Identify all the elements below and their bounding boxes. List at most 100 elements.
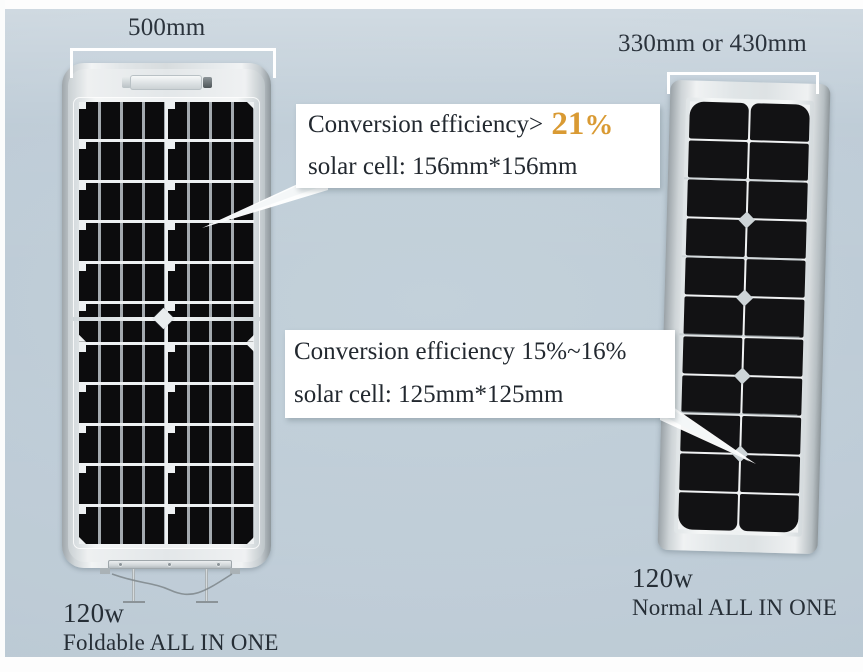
- foldable-panel-cell: [168, 344, 254, 383]
- foldable-panel-cell-column: [168, 102, 254, 544]
- foldable-panel-cell: [168, 102, 254, 140]
- normal-panel-cell: [739, 493, 800, 533]
- mounting-bar: [108, 560, 232, 569]
- normal-panel-cell: [747, 181, 808, 220]
- foldable-product-power: 120w: [63, 598, 125, 628]
- foldable-panel-cell: [168, 223, 254, 261]
- normal-panel-cell: [685, 218, 746, 258]
- cell-finger-lines: [79, 142, 165, 180]
- foldable-panel-cell-column: [79, 102, 165, 544]
- normal-panel-cell-bezel: [673, 97, 815, 537]
- normal-solar-panel: [657, 79, 831, 555]
- callout-high-efficiency-value: 21%: [543, 106, 613, 142]
- cell-finger-lines: [168, 344, 254, 383]
- cell-finger-lines: [168, 223, 254, 261]
- cell-finger-lines: [79, 466, 165, 504]
- foldable-panel-cell: [168, 304, 254, 342]
- normal-panel-cell: [688, 101, 749, 141]
- foldable-panel-cell: [79, 506, 165, 544]
- callout-high-efficiency-line1: Conversion efficiency> 21%: [296, 104, 660, 146]
- cell-finger-lines: [168, 385, 254, 423]
- cell-finger-lines: [79, 102, 165, 140]
- foldable-panel-cell: [79, 466, 165, 504]
- image-edge-top: [0, 0, 863, 9]
- callout-high-efficiency-line1-prefix: Conversion efficiency>: [308, 111, 544, 138]
- foldable-panel-cell: [79, 425, 165, 464]
- cell-finger-lines: [79, 385, 165, 423]
- callout-high-efficiency: Conversion efficiency> 21% solar cell: 1…: [296, 104, 660, 188]
- foldable-panel-cell-array: [79, 102, 254, 544]
- callout-normal-efficiency-line1: Conversion efficiency 15%~16%: [294, 338, 627, 365]
- foldable-panel-cell: [79, 385, 165, 423]
- efficiency-number: 21: [551, 106, 585, 142]
- foldable-panel-cell: [79, 102, 165, 140]
- foldable-panel-cell: [79, 142, 165, 180]
- cell-finger-lines: [168, 425, 254, 464]
- foldable-panel-cell: [79, 304, 165, 342]
- foldable-product-caption: 120w Foldable ALL IN ONE: [63, 598, 279, 658]
- mounting-leg: [132, 569, 135, 601]
- mounting-foot: [196, 601, 218, 603]
- foldable-solar-panel: [62, 63, 271, 568]
- cell-finger-lines: [168, 304, 254, 342]
- foldable-panel-cell: [79, 344, 165, 383]
- normal-panel-cell: [684, 257, 745, 297]
- mounting-screw: [167, 562, 172, 567]
- dimension-bracket-right-panel: [667, 72, 819, 94]
- foldable-panel-cell: [168, 263, 254, 302]
- callout-normal-efficiency-line2: solar cell: 125mm*125mm: [294, 381, 564, 408]
- foldable-panel-cell: [168, 385, 254, 423]
- foldable-panel-cell: [79, 182, 165, 221]
- cell-finger-lines: [79, 182, 165, 221]
- normal-product-power: 120w: [632, 563, 694, 593]
- normal-panel-cell: [682, 335, 743, 375]
- foldable-panel-hinge: [130, 75, 202, 90]
- foldable-panel-latch-left: [122, 77, 131, 88]
- foldable-product-name: Foldable ALL IN ONE: [63, 630, 279, 655]
- callout-normal-efficiency-pointer: [660, 398, 756, 464]
- cell-finger-lines: [168, 263, 254, 302]
- image-edge-left: [0, 0, 5, 672]
- cell-finger-lines: [79, 223, 165, 261]
- foldable-panel-cell-bezel: [73, 97, 260, 549]
- cell-finger-lines: [168, 506, 254, 544]
- image-edge-bottom: [0, 657, 863, 672]
- foldable-panel-cell: [168, 466, 254, 504]
- cell-finger-lines: [79, 425, 165, 464]
- callout-high-efficiency-line2: solar cell: 156mm*156mm: [308, 153, 578, 180]
- efficiency-percent-sign: %: [584, 109, 614, 141]
- normal-panel-cell: [743, 337, 804, 377]
- normal-product-caption: 120w Normal ALL IN ONE: [632, 563, 837, 623]
- normal-panel-cell: [687, 140, 748, 180]
- dimension-label-left-panel: 500mm: [128, 14, 206, 41]
- cell-finger-lines: [168, 102, 254, 140]
- foldable-panel-cell: [79, 263, 165, 302]
- mounting-screw: [118, 562, 123, 567]
- cell-finger-lines: [168, 466, 254, 504]
- cell-finger-lines: [168, 142, 254, 180]
- mounting-ear: [100, 568, 110, 574]
- foldable-panel-latch-right: [203, 77, 212, 88]
- normal-panel-cell: [683, 296, 744, 336]
- mounting-foot: [123, 601, 145, 603]
- cell-finger-lines: [79, 263, 165, 302]
- normal-panel-cell: [678, 492, 739, 531]
- foldable-panel-cell: [79, 223, 165, 261]
- normal-product-name: Normal ALL IN ONE: [632, 595, 838, 620]
- normal-panel-cell: [749, 103, 810, 142]
- mounting-screw: [216, 562, 221, 567]
- normal-panel-cell: [745, 259, 806, 299]
- cell-finger-lines: [79, 344, 165, 383]
- normal-panel-cell: [686, 179, 747, 219]
- cell-finger-lines: [79, 506, 165, 544]
- foldable-panel-cell: [168, 506, 254, 544]
- normal-panel-cell: [744, 298, 805, 338]
- foldable-panel-mounting-bracket: [100, 560, 240, 603]
- foldable-panel-cable: [111, 573, 233, 596]
- foldable-panel-cell: [168, 142, 254, 180]
- dimension-label-right-panel: 330mm or 430mm: [618, 30, 807, 57]
- normal-panel-cell: [746, 220, 807, 260]
- foldable-panel-cell: [168, 425, 254, 464]
- dimension-bracket-left-panel: [70, 48, 276, 78]
